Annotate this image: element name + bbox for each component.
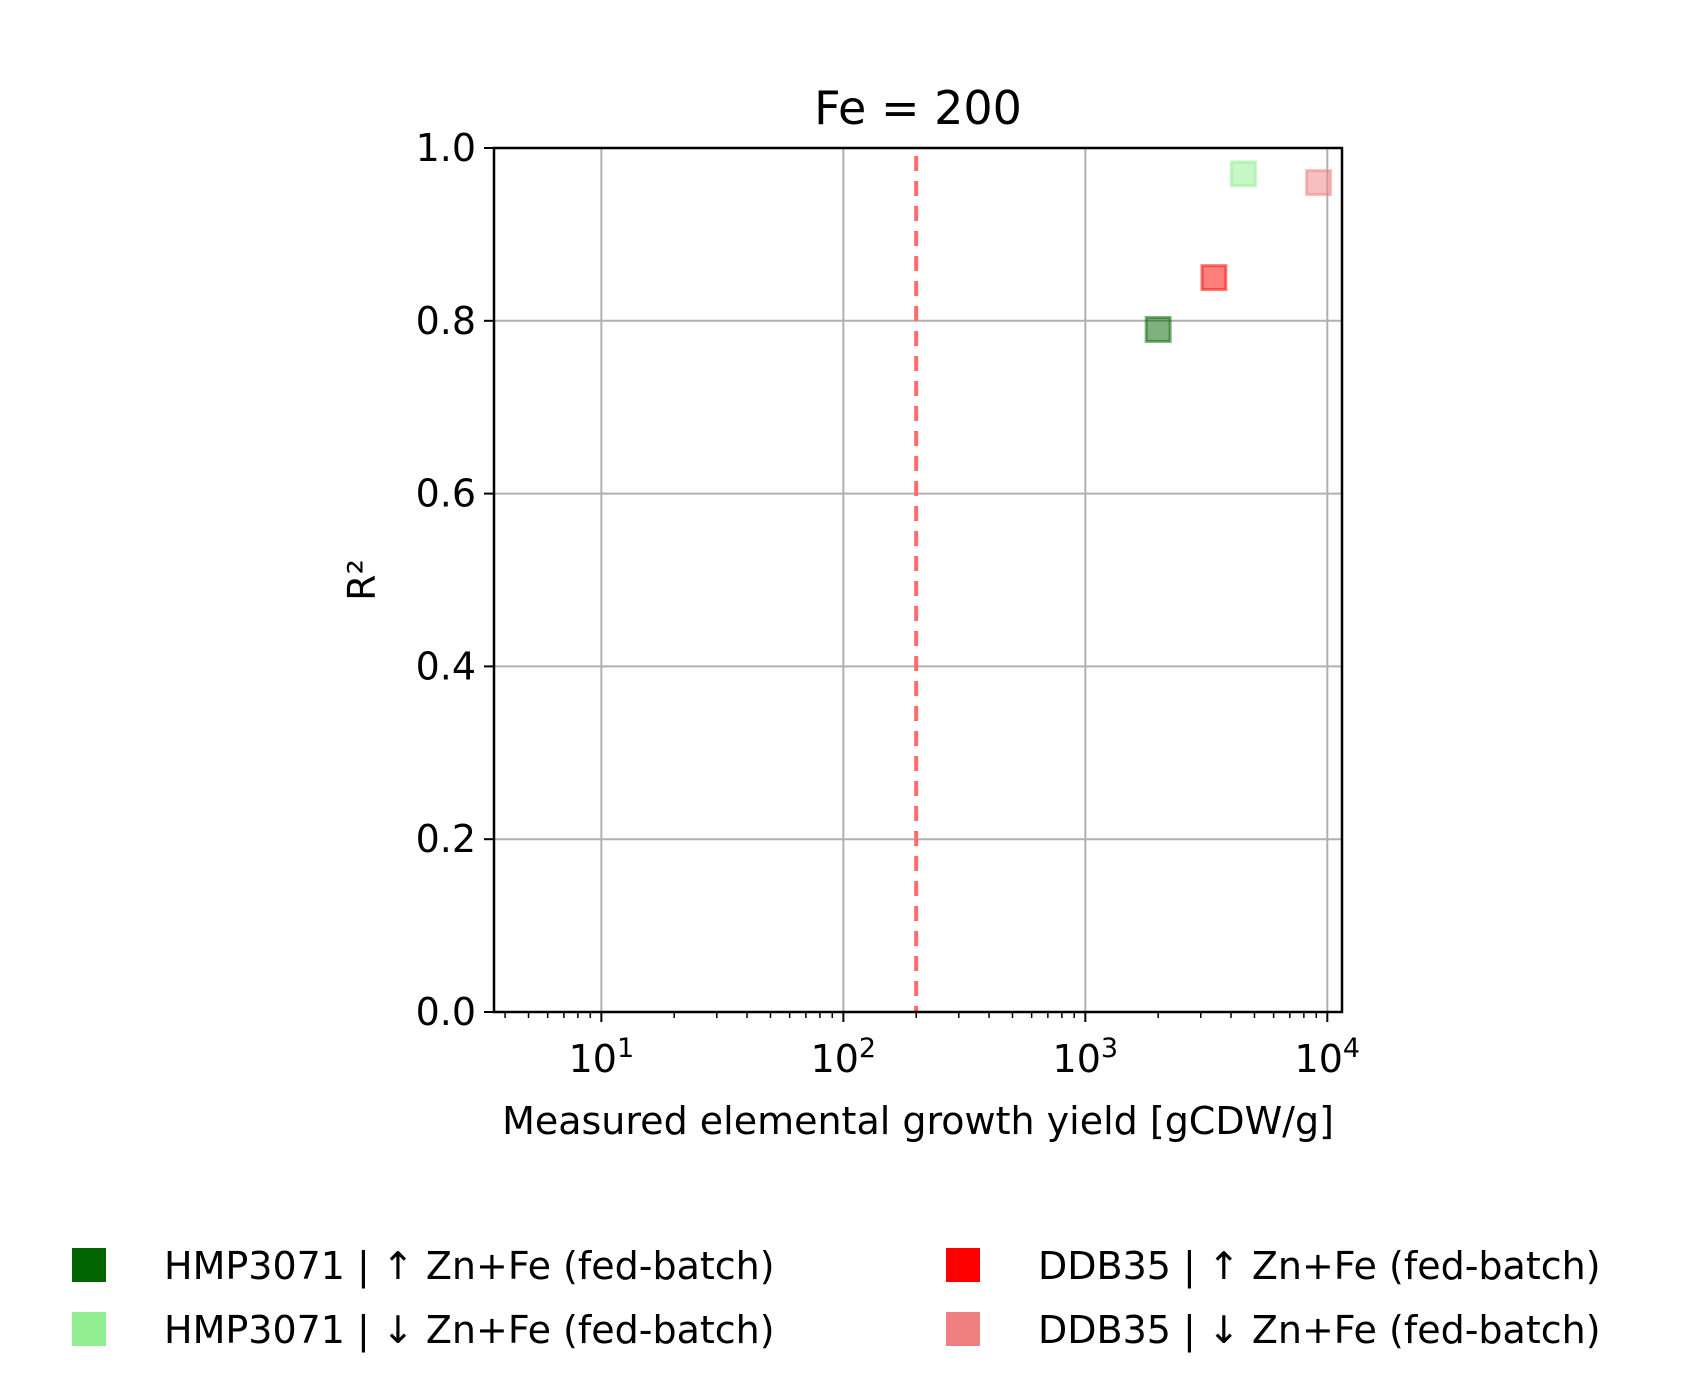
data-point (1305, 169, 1333, 197)
x-tick-base: 10 (1053, 1037, 1101, 1081)
plot-frame (492, 146, 1344, 1014)
y-axis-label: R² (340, 559, 384, 601)
y-tick-label: 0.2 (416, 817, 476, 861)
x-tick-exponent: 3 (1101, 1033, 1118, 1064)
x-axis-label: Measured elemental growth yield [gCDW/g] (502, 1099, 1334, 1143)
x-tick-label: 101 (569, 1033, 635, 1081)
x-tick-base: 10 (569, 1037, 617, 1081)
x-tick-base: 10 (811, 1037, 859, 1081)
legend-label: DDB35 | ↓ Zn+Fe (fed-batch) (1038, 1308, 1601, 1353)
x-tick-exponent: 2 (859, 1033, 876, 1064)
x-tick-exponent: 4 (1343, 1033, 1360, 1064)
legend-label: DDB35 | ↑ Zn+Fe (fed-batch) (1038, 1244, 1601, 1289)
legend-label: HMP3071 | ↑ Zn+Fe (fed-batch) (164, 1244, 775, 1289)
x-axis-ticks: 101 102 103 104 (504, 1012, 1361, 1081)
legend-label: HMP3071 | ↓ Zn+Fe (fed-batch) (164, 1308, 775, 1353)
chart-title: Fe = 200 (814, 81, 1022, 135)
y-tick-label: 0.0 (416, 990, 476, 1034)
legend-marker (72, 1248, 106, 1282)
legend-marker (72, 1312, 106, 1346)
data-points (1144, 160, 1333, 343)
legend-marker (946, 1248, 980, 1282)
data-point (1200, 264, 1228, 292)
x-tick-label: 103 (1053, 1033, 1119, 1081)
x-tick-base: 10 (1295, 1037, 1343, 1081)
y-axis-ticks: 0.0 0.2 0.4 0.6 0.8 1.0 (416, 126, 494, 1034)
x-tick-exponent: 1 (617, 1033, 634, 1064)
x-tick-label: 102 (811, 1033, 877, 1081)
legend: HMP3071 | ↑ Zn+Fe (fed-batch) HMP3071 | ↓… (72, 1244, 1601, 1353)
y-tick-label: 1.0 (416, 126, 476, 170)
y-tick-label: 0.4 (416, 644, 476, 688)
legend-marker (946, 1312, 980, 1346)
y-tick-label: 0.6 (416, 472, 476, 516)
data-point (1144, 315, 1172, 343)
y-tick-label: 0.8 (416, 299, 476, 343)
data-point (1229, 160, 1257, 188)
x-tick-label: 104 (1295, 1033, 1361, 1081)
